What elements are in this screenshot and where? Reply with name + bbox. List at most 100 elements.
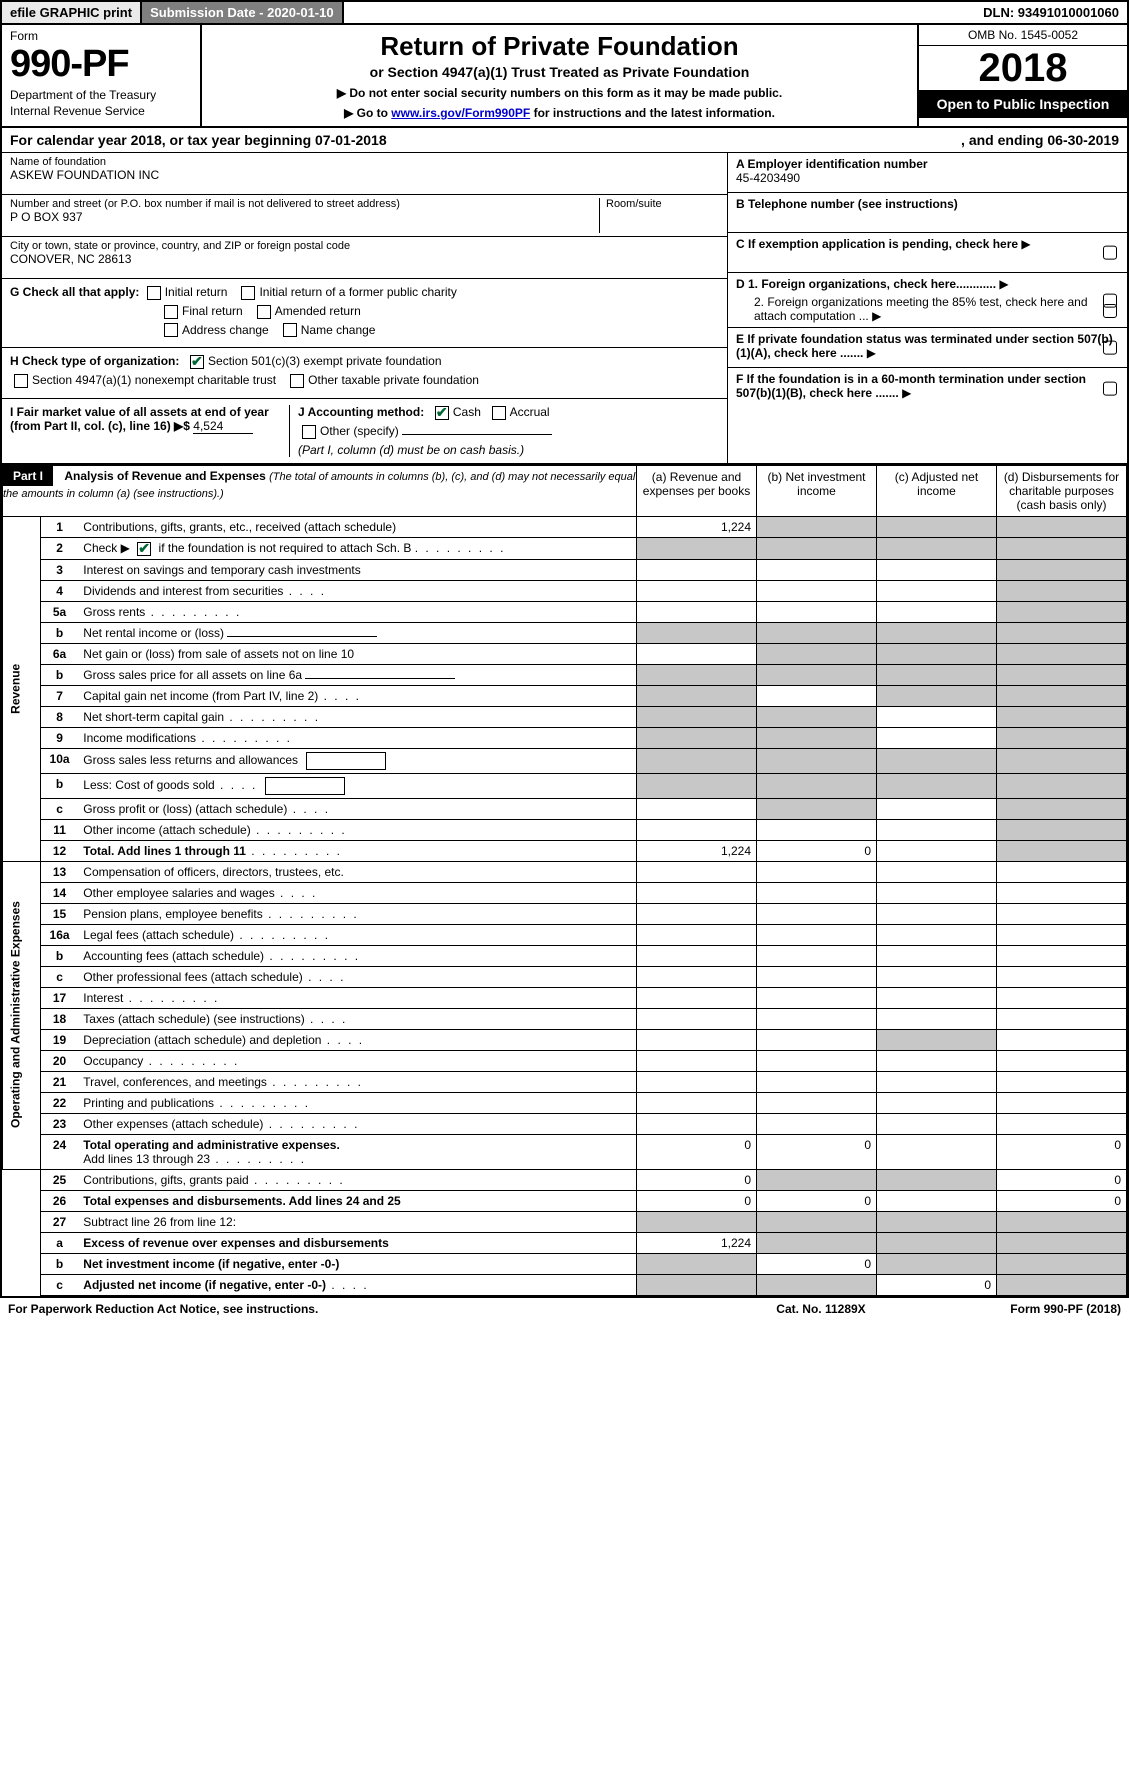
d1-label: D 1. Foreign organizations, check here..…: [736, 277, 996, 291]
tax-year: 2018: [919, 46, 1127, 90]
row-num: 2: [40, 537, 78, 559]
part-1-title: Analysis of Revenue and Expenses: [64, 469, 265, 483]
grey-cell: [757, 537, 877, 559]
row-val-a: 0: [637, 1190, 757, 1211]
other-taxable-checkbox[interactable]: [290, 374, 304, 388]
c-label: C If exemption application is pending, c…: [736, 237, 1018, 251]
other-method-checkbox[interactable]: [302, 425, 316, 439]
c-checkbox[interactable]: [1103, 246, 1117, 260]
grey-cell: [637, 706, 757, 727]
row-num: 10a: [40, 748, 78, 773]
table-row: 2 Check ▶ if the foundation is not requi…: [3, 537, 1127, 559]
g-label: G Check all that apply:: [10, 285, 139, 299]
f-checkbox[interactable]: [1103, 381, 1117, 395]
dots-icon: [251, 823, 347, 837]
footer-left: For Paperwork Reduction Act Notice, see …: [8, 1302, 721, 1316]
row-desc: Gross rents: [78, 601, 636, 622]
row-num: 3: [40, 559, 78, 580]
grey-cell: [877, 773, 997, 798]
grey-cell: [877, 748, 997, 773]
h-label: H Check type of organization:: [10, 354, 179, 368]
j-other: Other (specify): [320, 424, 399, 438]
row-num: 21: [40, 1071, 78, 1092]
table-row: 19 Depreciation (attach schedule) and de…: [3, 1029, 1127, 1050]
efile-button[interactable]: efile GRAPHIC print: [2, 2, 142, 23]
row-val-c: 0: [877, 1274, 997, 1295]
grey-cell: [877, 1169, 997, 1190]
expenses-side-label: Operating and Administrative Expenses: [3, 861, 41, 1169]
row-desc: Gross sales price for all assets on line…: [78, 664, 636, 685]
row-num: a: [40, 1232, 78, 1253]
grey-cell: [757, 643, 877, 664]
table-row: 24 Total operating and administrative ex…: [3, 1134, 1127, 1169]
row-desc: Capital gain net income (from Part IV, l…: [78, 685, 636, 706]
g-opt-0: Initial return: [165, 285, 228, 299]
g-opt-5: Name change: [301, 323, 376, 337]
row-desc: Other income (attach schedule): [78, 819, 636, 840]
initial-former-checkbox[interactable]: [241, 286, 255, 300]
g-opt-3: Amended return: [275, 304, 361, 318]
e-checkbox[interactable]: [1103, 341, 1117, 355]
table-row: 12 Total. Add lines 1 through 11 1,224 0: [3, 840, 1127, 861]
name-change-checkbox[interactable]: [283, 323, 297, 337]
grey-cell: [997, 1232, 1127, 1253]
cash-checkbox[interactable]: [435, 406, 449, 420]
grey-cell: [997, 1274, 1127, 1295]
grey-cell: [757, 1274, 877, 1295]
row-val-d: 0: [997, 1134, 1127, 1169]
row-val-d: 0: [997, 1169, 1127, 1190]
grey-cell: [637, 664, 757, 685]
table-row: 8 Net short-term capital gain: [3, 706, 1127, 727]
accrual-checkbox[interactable]: [492, 406, 506, 420]
row-num: 25: [40, 1169, 78, 1190]
form-note-1: ▶ Do not enter social security numbers o…: [212, 86, 907, 100]
instructions-link[interactable]: www.irs.gov/Form990PF: [391, 106, 530, 120]
submission-date-button[interactable]: Submission Date - 2020-01-10: [142, 2, 344, 23]
dots-icon: [283, 584, 326, 598]
row-num: 14: [40, 882, 78, 903]
grey-cell: [997, 727, 1127, 748]
sch-b-checkbox[interactable]: [137, 542, 151, 556]
d1-arrow-icon: ▶: [999, 277, 1008, 291]
4947a1-checkbox[interactable]: [14, 374, 28, 388]
grey-cell: [997, 559, 1127, 580]
row-desc: Legal fees (attach schedule): [78, 924, 636, 945]
grey-cell: [997, 706, 1127, 727]
entity-right-col: A Employer identification number 45-4203…: [727, 153, 1127, 463]
table-row: 25 Contributions, gifts, grants paid 0 0: [3, 1169, 1127, 1190]
dots-icon: [264, 949, 360, 963]
address-change-checkbox[interactable]: [164, 323, 178, 337]
row-num: 7: [40, 685, 78, 706]
d2-arrow-icon: ▶: [872, 309, 881, 323]
row-num: c: [40, 1274, 78, 1295]
dots-icon: [234, 928, 330, 942]
row-num: c: [40, 966, 78, 987]
grey-cell: [757, 727, 877, 748]
grey-cell: [877, 1029, 997, 1050]
j-note: (Part I, column (d) must be on cash basi…: [298, 443, 719, 457]
grey-cell: [997, 601, 1127, 622]
col-a-header: (a) Revenue and expenses per books: [637, 465, 757, 516]
row-num: 26: [40, 1190, 78, 1211]
form-year-block: OMB No. 1545-0052 2018 Open to Public In…: [917, 25, 1127, 126]
final-return-checkbox[interactable]: [164, 305, 178, 319]
row-desc: Interest: [78, 987, 636, 1008]
table-row: 9 Income modifications: [3, 727, 1127, 748]
row-num: 23: [40, 1113, 78, 1134]
row-num: b: [40, 622, 78, 643]
period-begin: For calendar year 2018, or tax year begi…: [10, 132, 961, 148]
footer-mid: Cat. No. 11289X: [721, 1302, 921, 1316]
grey-cell: [757, 706, 877, 727]
d2-checkbox[interactable]: [1103, 304, 1117, 318]
row-desc: Interest on savings and temporary cash i…: [78, 559, 636, 580]
row-desc: Dividends and interest from securities: [78, 580, 636, 601]
grey-cell: [997, 537, 1127, 559]
501c3-checkbox[interactable]: [190, 355, 204, 369]
dots-icon: [123, 991, 219, 1005]
amended-return-checkbox[interactable]: [257, 305, 271, 319]
initial-return-checkbox[interactable]: [147, 286, 161, 300]
row-val-b: 0: [757, 1190, 877, 1211]
dots-icon: [326, 1278, 369, 1292]
dots-icon: [263, 907, 359, 921]
row-desc: Compensation of officers, directors, tru…: [78, 861, 636, 882]
